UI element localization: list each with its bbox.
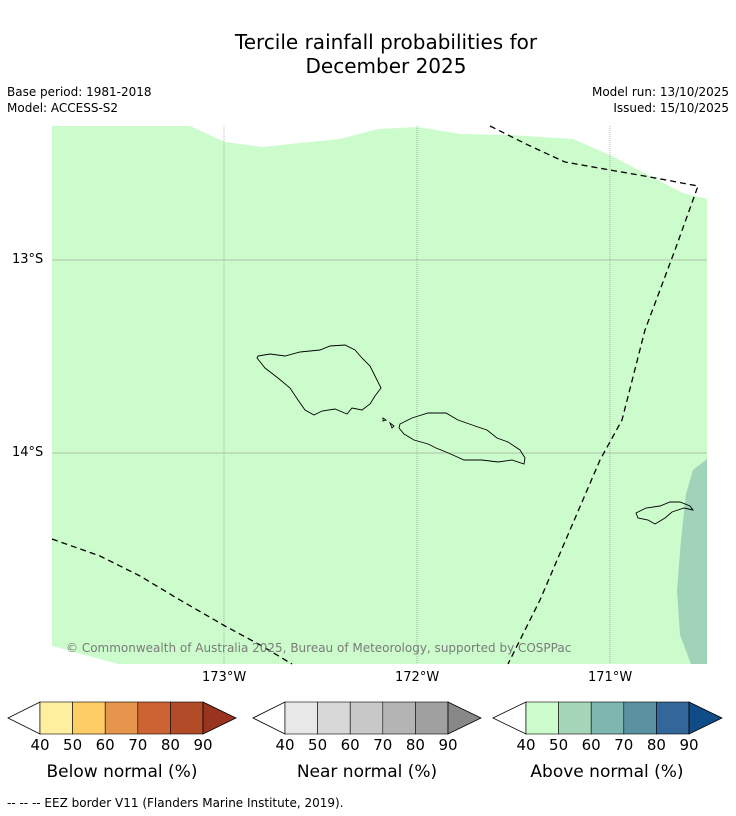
eez-border-southwest xyxy=(51,538,293,665)
longitude-label-172w: 172°W xyxy=(395,670,440,685)
base-period: Base period: 1981-2018 xyxy=(7,85,152,99)
meta-left: Base period: 1981-2018 Model: ACCESS-S2 xyxy=(7,84,152,116)
manono-island-outline xyxy=(388,421,395,429)
tick-label: 90 xyxy=(438,736,458,754)
above-normal-50-60-region xyxy=(677,459,707,664)
tick-label: 60 xyxy=(340,736,360,754)
title-line-1: Tercile rainfall probabilities for xyxy=(234,30,538,54)
tick-label: 60 xyxy=(581,736,601,754)
tick-label: 50 xyxy=(308,736,328,754)
tick-label: 50 xyxy=(549,736,569,754)
model-name: Model: ACCESS-S2 xyxy=(7,101,119,115)
gridlines xyxy=(52,126,707,664)
tick-label: 80 xyxy=(160,736,180,754)
apolima-island-outline xyxy=(382,417,388,422)
upolu-island-outline xyxy=(398,412,526,465)
eez-border-north xyxy=(489,125,699,665)
tick-label: 70 xyxy=(614,736,634,754)
tick-label: 70 xyxy=(373,736,393,754)
issued-date: Issued: 15/10/2025 xyxy=(613,101,729,115)
copyright-notice: © Commonwealth of Australia 2025, Bureau… xyxy=(66,641,572,655)
savaii-island-outline xyxy=(256,344,382,416)
model-run: Model run: 13/10/2025 xyxy=(591,85,729,99)
tick-label: 90 xyxy=(679,736,699,754)
tick-label: 40 xyxy=(30,736,50,754)
longitude-label-173w: 173°W xyxy=(202,670,247,685)
tick-label: 40 xyxy=(516,736,536,754)
tick-label: 80 xyxy=(405,736,425,754)
meta-right: Model run: 13/10/2025 Issued: 15/10/2025 xyxy=(592,84,729,116)
colorbar-above-normal-title: Above normal (%) xyxy=(530,762,684,782)
tick-label: 50 xyxy=(63,736,83,754)
tick-label: 80 xyxy=(646,736,666,754)
eez-borders xyxy=(51,125,699,665)
above-normal-40-50-region xyxy=(52,126,707,664)
tutuila-island-outline xyxy=(635,501,695,525)
eez-legend-note: -- -- -- EEZ border V11 (Flanders Marine… xyxy=(7,796,344,810)
title-line-2: December 2025 xyxy=(305,54,467,78)
map-title: Tercile rainfall probabilities for Decem… xyxy=(0,30,736,78)
colorbar-near-normal-title: Near normal (%) xyxy=(296,762,438,782)
longitude-label-171w: 171°W xyxy=(588,670,633,685)
tick-label: 70 xyxy=(128,736,148,754)
latitude-label-14s: 14°S xyxy=(12,445,44,460)
coastlines xyxy=(256,344,695,525)
latitude-label-13s: 13°S xyxy=(12,252,44,267)
tick-label: 40 xyxy=(275,736,295,754)
colorbar-below-normal-title: Below normal (%) xyxy=(46,762,198,782)
tick-label: 60 xyxy=(95,736,115,754)
tick-label: 90 xyxy=(193,736,213,754)
